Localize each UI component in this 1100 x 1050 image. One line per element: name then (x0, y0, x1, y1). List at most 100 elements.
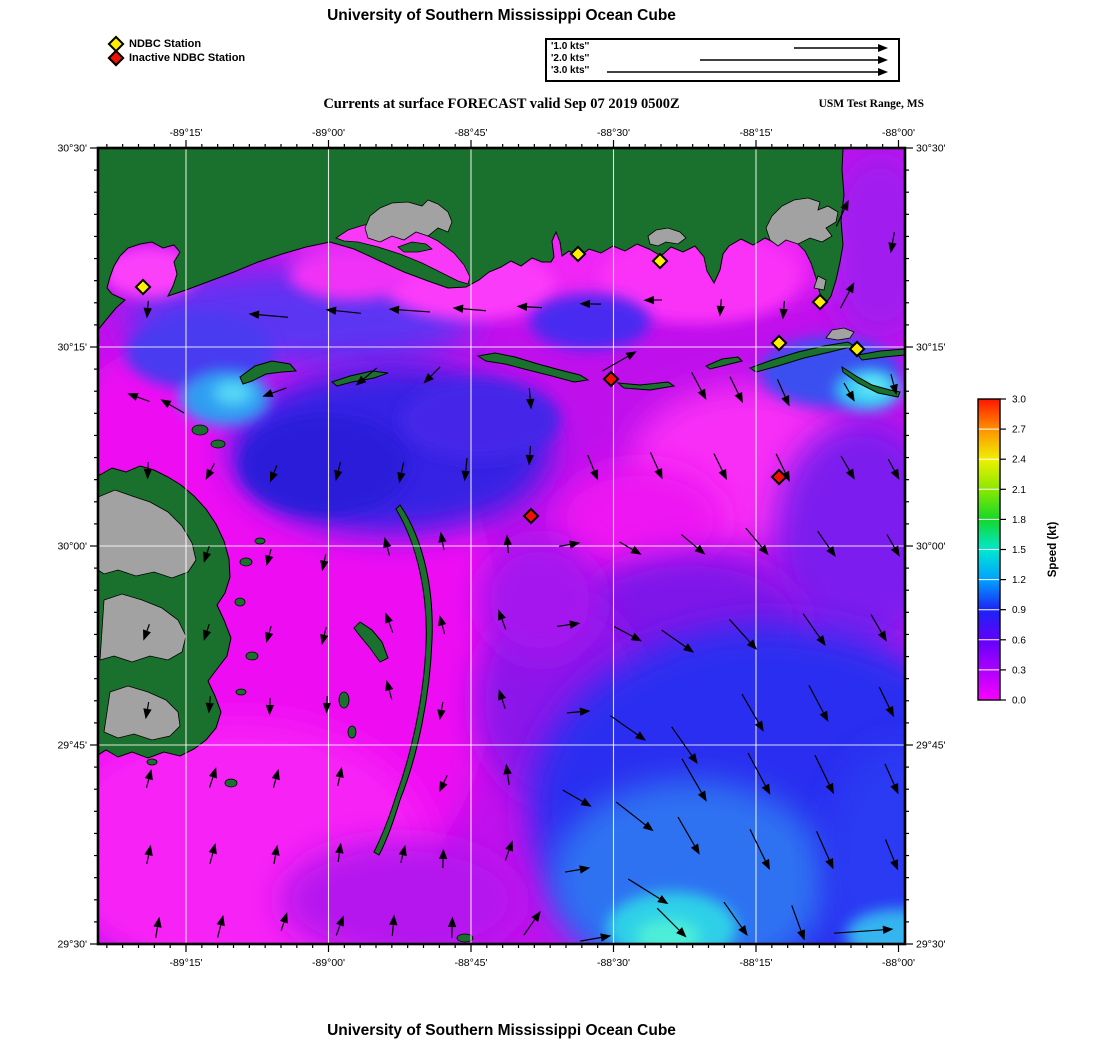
current-arrow (127, 393, 150, 402)
current-arrow-head (694, 544, 706, 555)
legend-item-active: NDBC Station (107, 35, 245, 53)
current-arrow-tail (671, 726, 693, 756)
current-arrow (680, 533, 706, 555)
current-arrow-tail (146, 701, 150, 710)
islet (224, 778, 238, 788)
current-arrow-tail (528, 387, 531, 400)
current-arrow-tail (580, 936, 602, 942)
current-arrow-tail (817, 530, 831, 549)
colorbar-tick-label: 2.4 (1012, 455, 1026, 466)
current-arrow-tail (271, 387, 287, 394)
current-arrow-head (205, 468, 215, 480)
current-arrow-tail (210, 463, 215, 471)
current-arrow-head (890, 468, 900, 480)
current-arrow-tail (206, 624, 210, 632)
current-arrow-tail (557, 623, 571, 627)
marsh-gray-3 (103, 685, 181, 741)
current-arrow (388, 305, 430, 314)
current-arrow (265, 697, 275, 716)
current-arrow-head (890, 783, 899, 795)
current-arrow-head (265, 704, 275, 716)
current-arrow (248, 310, 288, 319)
current-arrow-head (127, 393, 139, 401)
islet (239, 557, 253, 567)
current-arrow (516, 302, 543, 312)
current-arrow (728, 618, 758, 651)
current-arrow-head (438, 848, 448, 860)
current-arrow-tail (146, 854, 150, 864)
current-arrow-head (383, 536, 392, 549)
legend-item-inactive: Inactive NDBC Station (107, 49, 245, 67)
current-arrow-tail (155, 926, 159, 938)
chandeleur-islands (373, 504, 433, 856)
current-arrow (203, 624, 212, 641)
velocity-scale-box: '1.0 kts'' '2.0 kts'' '3.0 kts'' (545, 38, 900, 82)
current-arrow (613, 626, 642, 642)
current-arrow-tail (729, 376, 739, 394)
current-arrow-head (423, 373, 434, 384)
current-arrow (335, 915, 344, 936)
current-arrow-head (203, 629, 212, 641)
current-arrow (203, 546, 212, 563)
current-arrow-head (845, 390, 855, 402)
current-arrow-head (439, 780, 448, 793)
current-arrow (461, 457, 470, 482)
current-arrow (504, 840, 513, 861)
current-arrow (271, 844, 280, 865)
colorbar-tick-label: 0.9 (1012, 605, 1026, 616)
current-arrow-tail (681, 758, 703, 793)
current-arrow-tail (741, 693, 760, 723)
current-arrow (565, 865, 591, 874)
current-arrow (587, 454, 599, 481)
current-arrow (802, 613, 826, 647)
current-arrow-head (389, 914, 398, 926)
current-arrow-head (690, 843, 700, 855)
islet (234, 597, 246, 607)
current-arrow-head (208, 842, 217, 855)
speed-colorbar: 0.0 0.3 0.6 0.9 1.2 1.5 1.8 2.1 2.4 2.7 3.0 Speed (… (977, 395, 1059, 707)
current-arrow-tail (462, 308, 486, 312)
current-arrow-tail (398, 309, 430, 313)
current-arrow (160, 399, 185, 414)
current-arrow-tail (441, 541, 445, 551)
current-arrow (649, 452, 663, 480)
inactive-ndbc-station-marker (602, 370, 620, 388)
current-arrow-head (143, 307, 152, 319)
current-arrow-head (437, 709, 446, 721)
colorbar-tick-label: 1.8 (1012, 515, 1026, 526)
current-arrow-tail (602, 355, 628, 372)
current-arrow-head (888, 242, 897, 254)
current-arrow (747, 752, 771, 795)
current-arrow (835, 199, 849, 227)
current-arrow-head (569, 620, 581, 629)
current-arrow (889, 374, 898, 396)
ndbc-station-marker (770, 334, 788, 352)
current-arrow-tail (209, 852, 214, 864)
islet (456, 933, 474, 943)
current-arrow (269, 465, 278, 483)
scale-arrows (607, 44, 888, 76)
current-arrow-head (503, 534, 512, 546)
current-arrow-head (819, 710, 829, 722)
current-arrow-head (144, 768, 153, 781)
current-arrow (439, 775, 448, 793)
current-arrow-head (526, 398, 535, 410)
current-arrow (322, 695, 332, 714)
current-arrow-head (265, 554, 274, 567)
current-arrow-head (718, 468, 727, 481)
lat-tick-label-right: 29°45' (916, 740, 946, 752)
current-arrow-tail (840, 455, 851, 471)
current-arrow (423, 366, 441, 384)
current-arrow (627, 878, 669, 905)
current-arrow-head (143, 629, 151, 641)
islet (191, 424, 209, 436)
current-arrow-head (580, 797, 592, 807)
current-arrow (888, 232, 897, 254)
current-arrow (887, 458, 900, 480)
inactive-ndbc-station-marker (770, 468, 788, 486)
legend-label: NDBC Station (129, 38, 202, 50)
current-arrow-head (160, 399, 172, 409)
current-arrow-head (734, 391, 743, 404)
current-arrow-tail (559, 543, 571, 547)
